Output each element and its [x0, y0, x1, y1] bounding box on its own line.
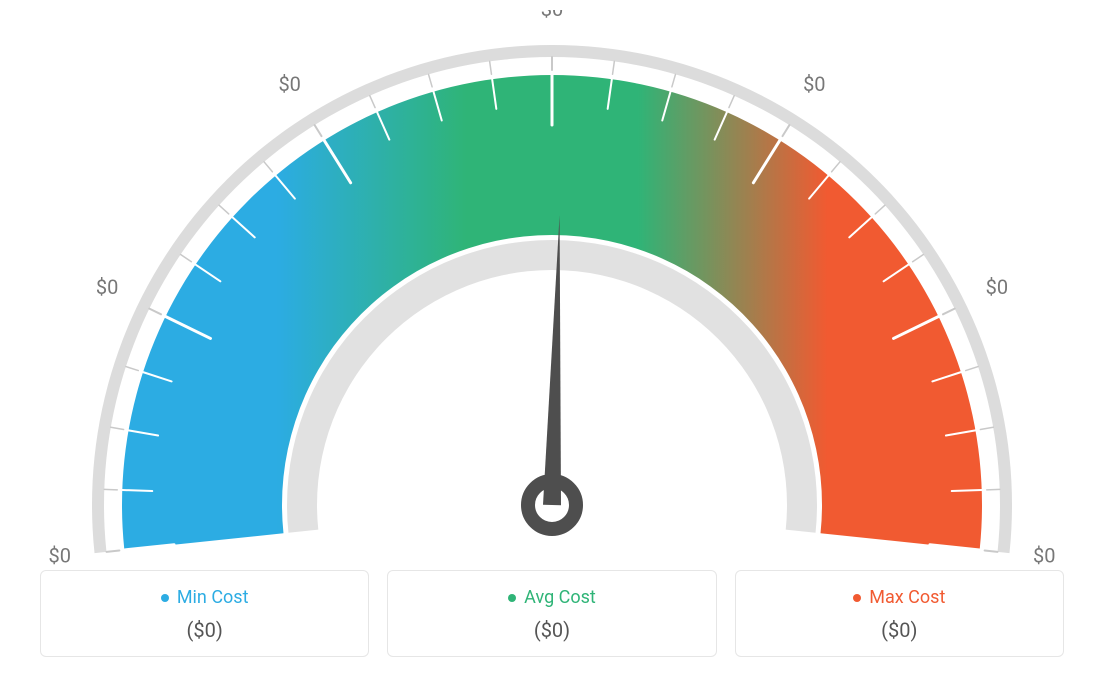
legend-value-avg: ($0) [400, 618, 703, 642]
legend-label-max: Max Cost [748, 587, 1051, 608]
legend-dot-max [853, 594, 861, 602]
legend-row: Min Cost ($0) Avg Cost ($0) Max Cost ($0… [40, 570, 1064, 657]
gauge-tick-label: $0 [541, 10, 563, 21]
legend-value-min: ($0) [53, 618, 356, 642]
cost-gauge-chart: $0 $0 $0 $0 $0 $0 $0 Min Cost ($0) Avg Cost ($… [0, 0, 1104, 690]
legend-label-avg: Avg Cost [400, 587, 703, 608]
gauge-tick-label: $0 [278, 72, 300, 96]
legend-card-min: Min Cost ($0) [40, 570, 369, 657]
legend-value-max: ($0) [748, 618, 1051, 642]
gauge-tick-label: $0 [986, 275, 1008, 299]
legend-label-text-avg: Avg Cost [524, 587, 596, 608]
gauge-tick-label: $0 [803, 72, 825, 96]
gauge-svg: $0 $0 $0 $0 $0 $0 $0 [40, 10, 1064, 570]
legend-label-text-min: Min Cost [177, 587, 249, 608]
gauge-tick-label: $0 [96, 275, 118, 299]
gauge-tick-label: $0 [1033, 544, 1055, 568]
legend-label-text-max: Max Cost [869, 587, 945, 608]
legend-card-max: Max Cost ($0) [735, 570, 1064, 657]
legend-dot-avg [508, 594, 516, 602]
gauge-tick-label: $0 [48, 544, 70, 568]
legend-card-avg: Avg Cost ($0) [387, 570, 716, 657]
legend-label-min: Min Cost [53, 587, 356, 608]
gauge-area: $0 $0 $0 $0 $0 $0 $0 [40, 10, 1064, 570]
legend-dot-min [161, 594, 169, 602]
